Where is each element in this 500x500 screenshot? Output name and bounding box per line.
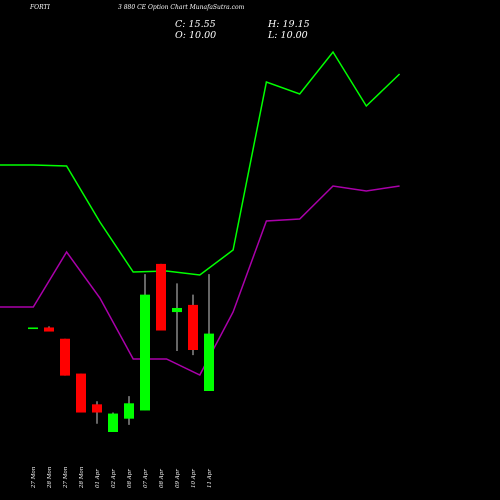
x-tick-label: 08 Apr bbox=[127, 469, 133, 488]
x-tick-label: 07 Apr bbox=[143, 469, 149, 488]
candle-body bbox=[92, 404, 102, 413]
lower-band-line bbox=[0, 185, 400, 376]
high-value: H: 19.15 bbox=[268, 19, 310, 30]
candle-body bbox=[60, 338, 70, 376]
candle-3 bbox=[60, 338, 70, 376]
x-tick-label: 09 Apr bbox=[175, 469, 181, 488]
close-value: C: 15.55 bbox=[175, 19, 216, 30]
x-tick-label: 28 Mon bbox=[79, 466, 85, 489]
candle-body bbox=[28, 327, 38, 330]
candle-body bbox=[204, 333, 214, 391]
bollinger-bands bbox=[0, 50, 401, 376]
candle-body bbox=[124, 403, 134, 419]
candle-5 bbox=[92, 401, 102, 424]
low-value: L: 10.00 bbox=[268, 30, 308, 41]
symbol-label: FORTI bbox=[30, 4, 50, 11]
candle-body bbox=[108, 413, 118, 432]
candle-body bbox=[76, 373, 86, 413]
candle-7 bbox=[124, 396, 134, 425]
candle-11 bbox=[188, 294, 198, 356]
x-tick-label: 01 Apr bbox=[95, 469, 101, 488]
x-tick-label: 27 Mon bbox=[63, 466, 69, 489]
candle-1 bbox=[28, 327, 38, 330]
candle-9 bbox=[156, 263, 166, 331]
open-value: O: 10.00 bbox=[175, 30, 217, 41]
x-tick-label: 28 Mon bbox=[47, 466, 53, 489]
candle-body bbox=[140, 294, 150, 411]
candle-6 bbox=[108, 412, 118, 432]
x-tick-label: 10 Apr bbox=[191, 469, 197, 488]
candle-2 bbox=[44, 326, 54, 332]
candle-body bbox=[44, 327, 54, 332]
candle-body bbox=[172, 307, 182, 313]
chart-title: 3 880 CE Option Chart MunafaSutra.com bbox=[118, 4, 245, 11]
x-tick-label: 08 Apr bbox=[159, 469, 165, 488]
x-axis-labels: 27 Mon 28 Mon 27 Mon 28 Mon 01 Apr 02 Apr 08 A… bbox=[31, 466, 213, 489]
x-tick-label: 11 Apr bbox=[207, 469, 213, 488]
candle-body bbox=[156, 263, 166, 331]
candle-12 bbox=[204, 274, 214, 391]
candle-body bbox=[188, 304, 198, 350]
upper-band-line bbox=[0, 50, 401, 276]
candle-4 bbox=[76, 373, 86, 413]
candle-8 bbox=[140, 274, 150, 411]
candlesticks bbox=[28, 263, 214, 432]
x-tick-label: 27 Mon bbox=[31, 466, 37, 489]
x-tick-label: 02 Apr bbox=[111, 469, 117, 488]
candle-10 bbox=[172, 283, 182, 352]
